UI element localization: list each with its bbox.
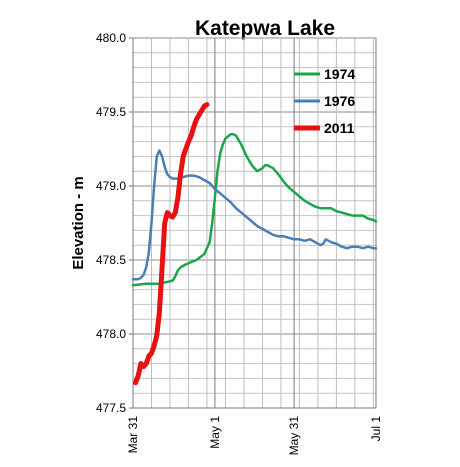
y-axis-label: Elevation - m: [70, 176, 87, 269]
legend-label-2011: 2011: [324, 120, 355, 136]
x-tick-label: May 31: [287, 416, 301, 456]
series-lines: [131, 102, 378, 386]
y-axis-ticks: 480.0 479.5 479.0 478.5 478.0 477.5: [96, 31, 133, 415]
y-tick-label: 478.5: [96, 253, 126, 267]
legend-label-1974: 1974: [324, 66, 355, 82]
y-tick-label: 479.0: [96, 179, 126, 193]
y-tick-label: 479.5: [96, 105, 126, 119]
x-tick-label: Mar 31: [126, 416, 140, 454]
x-axis-ticks: Mar 31 May 1 May 31 Jul 1: [126, 416, 383, 456]
grid: [132, 37, 377, 409]
x-tick-label: May 1: [208, 416, 222, 449]
series-line-1974: [131, 132, 378, 287]
legend-label-1976: 1976: [324, 93, 355, 109]
legend: 1974 1976 2011: [294, 66, 355, 136]
y-tick-label: 480.0: [96, 31, 126, 45]
chart-title: Katepwa Lake: [195, 17, 335, 40]
y-tick-label: 477.5: [96, 401, 126, 415]
series-line-1976: [131, 149, 378, 281]
series-line-2011: [133, 102, 210, 386]
y-tick-label: 478.0: [96, 327, 126, 341]
axes: [132, 38, 376, 409]
x-tick-label: Jul 1: [369, 416, 383, 442]
